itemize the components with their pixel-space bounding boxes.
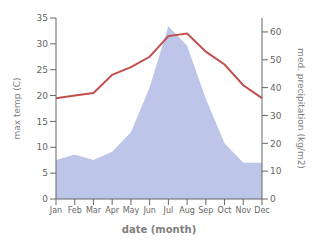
svg-text:40: 40 [270, 83, 282, 93]
svg-text:Mar: Mar [86, 206, 102, 215]
svg-text:60: 60 [270, 27, 282, 37]
svg-text:Feb: Feb [68, 206, 82, 215]
svg-text:Nov: Nov [235, 206, 251, 215]
svg-text:Jul: Jul [163, 206, 174, 215]
svg-text:5: 5 [42, 168, 48, 178]
svg-text:Aug: Aug [179, 206, 195, 215]
svg-text:Oct: Oct [218, 206, 232, 215]
svg-text:Sep: Sep [198, 206, 213, 215]
svg-text:0: 0 [42, 194, 48, 204]
svg-text:0: 0 [270, 194, 276, 204]
svg-text:Dec: Dec [254, 206, 269, 215]
svg-text:30: 30 [37, 39, 49, 49]
svg-text:med. precipitation (kg/m2): med. precipitation (kg/m2) [296, 48, 306, 169]
svg-text:Jun: Jun [142, 206, 156, 215]
svg-text:50: 50 [270, 55, 282, 65]
svg-text:15: 15 [37, 117, 48, 127]
svg-text:date (month): date (month) [122, 224, 196, 235]
svg-text:May: May [123, 206, 140, 215]
svg-text:max temp (C): max temp (C) [12, 77, 22, 139]
svg-text:20: 20 [270, 139, 282, 149]
svg-text:30: 30 [270, 111, 282, 121]
svg-text:10: 10 [37, 142, 49, 152]
svg-text:20: 20 [37, 91, 49, 101]
svg-text:10: 10 [270, 166, 282, 176]
svg-text:Jan: Jan [49, 206, 62, 215]
svg-text:35: 35 [37, 13, 48, 23]
svg-text:25: 25 [37, 65, 48, 75]
svg-text:Apr: Apr [105, 206, 120, 215]
